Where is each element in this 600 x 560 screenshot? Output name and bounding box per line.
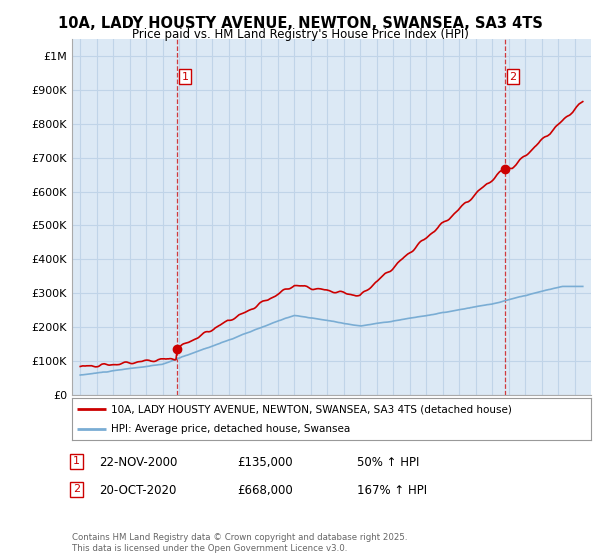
Text: Contains HM Land Registry data © Crown copyright and database right 2025.
This d: Contains HM Land Registry data © Crown c… <box>72 533 407 553</box>
Text: £135,000: £135,000 <box>237 456 293 469</box>
Text: £668,000: £668,000 <box>237 484 293 497</box>
Text: 2: 2 <box>509 72 517 82</box>
Text: 20-OCT-2020: 20-OCT-2020 <box>99 484 176 497</box>
Text: HPI: Average price, detached house, Swansea: HPI: Average price, detached house, Swan… <box>111 424 350 434</box>
Text: 2: 2 <box>73 484 80 494</box>
Text: 10A, LADY HOUSTY AVENUE, NEWTON, SWANSEA, SA3 4TS: 10A, LADY HOUSTY AVENUE, NEWTON, SWANSEA… <box>58 16 542 31</box>
Text: 22-NOV-2000: 22-NOV-2000 <box>99 456 178 469</box>
Text: Price paid vs. HM Land Registry's House Price Index (HPI): Price paid vs. HM Land Registry's House … <box>131 28 469 41</box>
Text: 167% ↑ HPI: 167% ↑ HPI <box>357 484 427 497</box>
Text: 50% ↑ HPI: 50% ↑ HPI <box>357 456 419 469</box>
Text: 1: 1 <box>73 456 80 466</box>
Text: 10A, LADY HOUSTY AVENUE, NEWTON, SWANSEA, SA3 4TS (detached house): 10A, LADY HOUSTY AVENUE, NEWTON, SWANSEA… <box>111 404 512 414</box>
Text: 1: 1 <box>182 72 188 82</box>
